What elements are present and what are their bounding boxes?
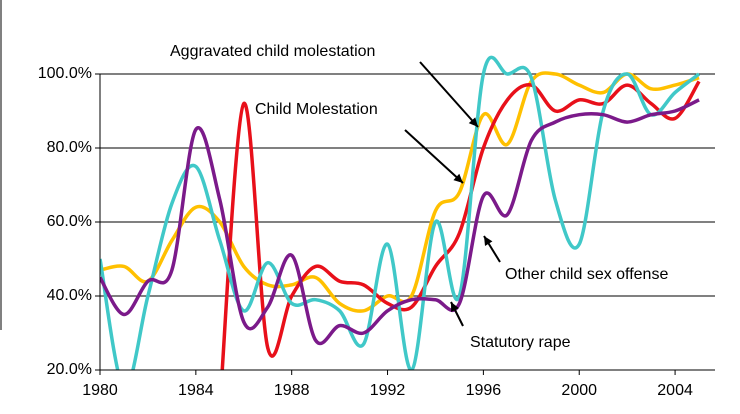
y-tick-label: 100.0% xyxy=(38,65,92,82)
arrow-head xyxy=(451,302,459,312)
annotations: Aggravated child molestation Child Molest… xyxy=(170,43,668,351)
x-tick-label: 1980 xyxy=(82,382,118,399)
axes: 20.0% 40.0% 60.0% 80.0% 100.0% 1980 1984 1988 19… xyxy=(38,65,715,399)
plot-lines xyxy=(100,55,701,370)
arrow-head xyxy=(468,117,478,127)
series-label: Aggravated child molestation xyxy=(170,43,375,60)
arrow-head xyxy=(484,236,493,246)
grid xyxy=(100,73,715,371)
series-line xyxy=(220,80,701,370)
annotation-arrow xyxy=(404,129,464,184)
arrow-head xyxy=(453,173,463,183)
series-line xyxy=(100,55,701,370)
x-tick-label: 2004 xyxy=(657,382,693,399)
series-line xyxy=(100,98,700,345)
x-tick-label: 2000 xyxy=(561,382,597,399)
y-tick-label: 20.0% xyxy=(47,361,92,378)
series-label: Statutory rape xyxy=(470,334,571,351)
y-tick-label: 60.0% xyxy=(47,213,92,230)
x-tick-label: 1988 xyxy=(274,382,310,399)
y-tick-label: 80.0% xyxy=(47,139,92,156)
x-tick-label: 1984 xyxy=(178,382,214,399)
series-label: Other child sex offense xyxy=(505,266,668,283)
y-tick-label: 40.0% xyxy=(47,287,92,304)
x-tick-label: 1992 xyxy=(370,382,406,399)
series-label: Child Molestation xyxy=(255,101,378,118)
annotation-arrow xyxy=(419,61,479,128)
x-tick-label: 1996 xyxy=(466,382,502,399)
